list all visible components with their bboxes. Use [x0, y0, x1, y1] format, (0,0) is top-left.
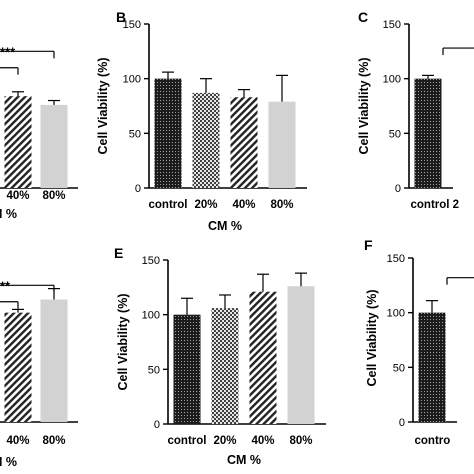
bar-control-2 [414, 78, 442, 188]
significance-label: *** [0, 44, 16, 59]
bar-40pct [4, 312, 32, 422]
y-tick-label: 50 [148, 364, 160, 376]
y-tick-label: 150 [387, 253, 405, 265]
x-tick-label: 40% [6, 435, 29, 447]
y-tick-label: 50 [389, 128, 401, 140]
y-tick-label: 150 [142, 255, 160, 267]
panel-a: 40% 80% M % *** [0, 44, 78, 221]
panel-e: E 0 50 100 150 Cell Viability (%) control 20% 40… [114, 245, 326, 467]
x-tick-label: 40% [251, 435, 274, 447]
x-tick-label: 20% [194, 199, 217, 211]
y-axis-title: Cell Viability (%) [116, 293, 130, 390]
y-axis-title: Cell Viability (%) [96, 57, 110, 154]
y-tick-label: 100 [387, 308, 405, 320]
y-tick-label: 0 [135, 183, 141, 195]
x-tick-label: contro [415, 435, 451, 447]
panel-letter: E [114, 245, 123, 261]
x-tick-label: control [168, 435, 207, 447]
x-tick-label: 80% [42, 190, 65, 202]
bar-40pct [249, 291, 277, 424]
x-axis-title: CM % [227, 453, 261, 467]
bar-80pct [268, 101, 296, 188]
y-axis-title: Cell Viability (%) [365, 289, 379, 386]
bar-20pct [192, 92, 220, 188]
x-axis-title: M % [0, 455, 17, 469]
x-tick-label: control [149, 199, 188, 211]
bar-80pct [287, 286, 315, 424]
panel-letter: C [358, 9, 368, 25]
x-tick-label: 40% [6, 190, 29, 202]
y-tick-label: 100 [123, 74, 141, 86]
x-tick-label: 20% [213, 435, 236, 447]
bar-40pct [4, 96, 32, 188]
x-tick-label: control 2 [411, 199, 460, 211]
bar-20pct [211, 308, 239, 424]
panel-c: C 0 50 100 150 Cell Viability (%) control 2 [357, 9, 474, 211]
y-axis-title: Cell Viability (%) [357, 57, 371, 154]
panel-letter: B [116, 9, 126, 25]
x-tick-label: 80% [289, 435, 312, 447]
x-axis-title: CM % [208, 219, 242, 233]
bar-80pct [40, 299, 68, 422]
y-tick-label: 150 [383, 19, 401, 31]
x-axis-title: M % [0, 207, 17, 221]
y-tick-label: 0 [399, 417, 405, 429]
x-tick-label: 40% [232, 199, 255, 211]
panel-f: F 0 50 100 150 Cell Viability (%) contro [364, 237, 474, 447]
bar-control [154, 78, 182, 188]
x-tick-label: 80% [270, 199, 293, 211]
significance-label: ** [0, 278, 11, 293]
panel-d: 40% 80% M % ** [0, 278, 78, 469]
bar-contro [418, 312, 446, 422]
y-tick-label: 0 [154, 419, 160, 431]
bar-40pct [230, 97, 258, 188]
y-tick-label: 100 [142, 310, 160, 322]
y-tick-label: 50 [393, 362, 405, 374]
y-tick-label: 100 [383, 74, 401, 86]
panel-b: B 0 50 100 150 Cell Viability (%) control 20% 40… [96, 9, 307, 233]
y-tick-label: 50 [129, 128, 141, 140]
y-tick-label: 150 [123, 19, 141, 31]
y-tick-label: 0 [395, 183, 401, 195]
bar-control [173, 314, 201, 424]
panel-letter: F [364, 237, 373, 253]
x-tick-label: 80% [42, 435, 65, 447]
bar-80pct [40, 104, 68, 188]
